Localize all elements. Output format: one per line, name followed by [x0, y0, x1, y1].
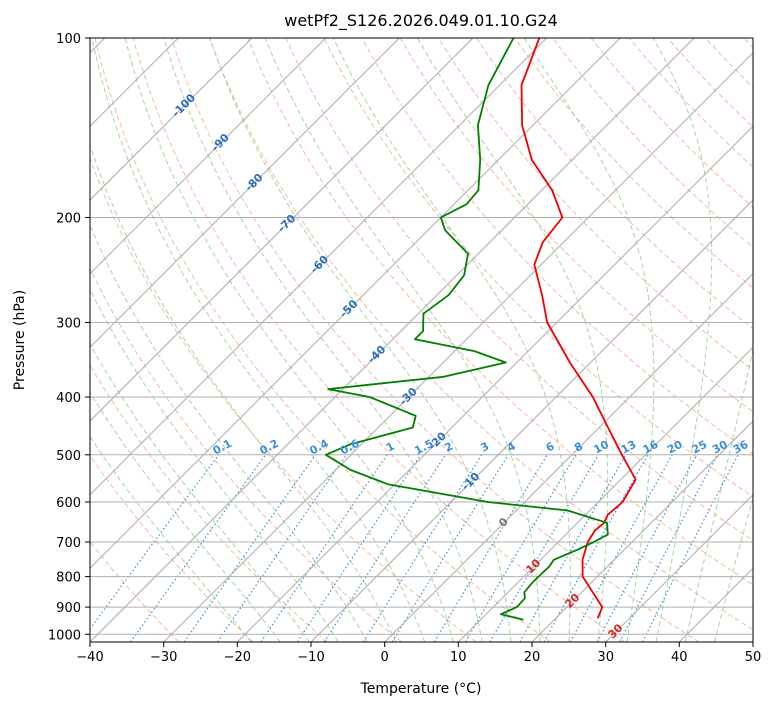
x-tick-label: −10 — [297, 650, 324, 665]
dry-adiabat-line — [209, 38, 753, 631]
dry-adiabat-line — [90, 454, 254, 642]
mixing-ratio-label: 30 — [710, 438, 730, 457]
moist-adiabat-line — [417, 38, 609, 642]
isotherm-line — [90, 38, 474, 422]
mixing-ratio-line — [464, 454, 577, 642]
dry-adiabat-line — [399, 38, 753, 413]
x-tick-label: −20 — [224, 650, 251, 665]
moist-adiabat-line — [90, 224, 368, 642]
moist-adiabat-line — [90, 143, 397, 642]
dry-adiabat-line — [514, 38, 753, 289]
dry-adiabat-line — [285, 38, 753, 541]
moist-adiabat-line — [209, 38, 512, 642]
moist-adiabat-line — [90, 435, 252, 642]
dry-adiabat-line — [170, 38, 700, 642]
dewpoint-profile-line — [324, 38, 609, 621]
mixing-ratio-label: 36 — [731, 438, 751, 457]
moist-adiabat-line — [714, 496, 753, 642]
dry-adiabat-line — [132, 38, 625, 642]
isotherm-line — [90, 38, 548, 496]
moist-adiabat-line — [523, 38, 655, 642]
mixing-ratio-label: 20 — [665, 438, 685, 457]
x-tick-label: 10 — [450, 650, 467, 665]
x-tick-label: 50 — [745, 650, 762, 665]
mixing-ratio-label: 16 — [641, 438, 661, 457]
dry-adiabat-line — [247, 38, 753, 586]
x-tick-label: 0 — [381, 650, 389, 665]
moist-adiabat-line — [163, 38, 483, 642]
dry-adiabat-line — [361, 38, 753, 455]
chart-title: wetPf2_S126.2026.049.01.10.G24 — [284, 11, 558, 31]
dry-adiabat-line — [90, 364, 328, 642]
x-axis-label: Temperature (°C) — [360, 681, 482, 697]
mixing-ratio-line — [323, 454, 447, 642]
moist-adiabat-line — [264, 38, 541, 642]
isotherm-line — [531, 420, 753, 642]
dry-adiabat-line — [90, 157, 477, 642]
y-tick-label: 400 — [56, 391, 81, 406]
isotherm-line — [457, 346, 753, 642]
y-tick-label: 500 — [56, 449, 81, 464]
moist-adiabat-line — [684, 347, 753, 642]
y-tick-label: 900 — [56, 601, 81, 616]
y-axis-label: Pressure (hPa) — [12, 290, 28, 390]
moist-adiabat-line — [91, 38, 426, 642]
y-tick-label: 600 — [56, 496, 81, 511]
moist-adiabat-line — [652, 38, 713, 642]
mixing-ratio-line — [90, 454, 220, 630]
isotherm-line — [236, 125, 753, 642]
mixing-ratio-line — [519, 454, 627, 642]
mixing-ratio-label: 10 — [591, 438, 611, 457]
isotherm-line — [384, 272, 753, 642]
y-tick-label: 800 — [56, 571, 81, 586]
mixing-ratio-label: 25 — [690, 438, 710, 457]
x-tick-label: 20 — [524, 650, 541, 665]
isotherm-line — [90, 38, 253, 201]
mixing-ratio-line — [296, 454, 422, 642]
y-tick-label: 200 — [56, 212, 81, 227]
moist-adiabat-line — [332, 38, 571, 642]
dry-adiabat-line — [90, 267, 403, 642]
mixing-ratio-line — [260, 454, 388, 642]
isotherm-line — [163, 51, 753, 642]
temperature-profile-line — [520, 38, 637, 619]
dry-adiabat-line — [94, 38, 551, 642]
moist-adiabat-line — [90, 343, 310, 642]
mixing-ratio-label: 13 — [619, 438, 639, 457]
mixing-ratio-line — [130, 454, 267, 642]
mixing-ratio-line — [216, 454, 347, 642]
x-tick-label: 40 — [671, 650, 688, 665]
mixing-ratio-line — [433, 454, 548, 642]
isotherm-line — [90, 38, 695, 642]
y-tick-label: 700 — [56, 536, 81, 551]
mixing-ratio-line — [569, 454, 673, 642]
y-tick-label: 100 — [56, 32, 81, 47]
isotherm-line — [90, 38, 400, 349]
isotherm-line — [90, 38, 621, 570]
isotherm-line — [90, 38, 327, 275]
x-tick-label: 30 — [597, 650, 614, 665]
mixing-ratio-line — [183, 454, 316, 642]
isotherm-line — [310, 199, 753, 642]
y-tick-label: 300 — [56, 317, 81, 332]
isotherm-line — [605, 493, 753, 642]
dry-adiabat-line — [90, 540, 180, 642]
x-tick-label: −30 — [150, 650, 177, 665]
dry-adiabat-line — [437, 38, 753, 371]
y-tick-label: 1000 — [48, 628, 81, 643]
plot-frame — [89, 37, 754, 643]
moist-adiabat-line — [90, 288, 339, 642]
mixing-ratio-line — [489, 454, 599, 642]
dry-adiabat-line — [323, 38, 753, 498]
x-tick-label: −40 — [76, 650, 103, 665]
